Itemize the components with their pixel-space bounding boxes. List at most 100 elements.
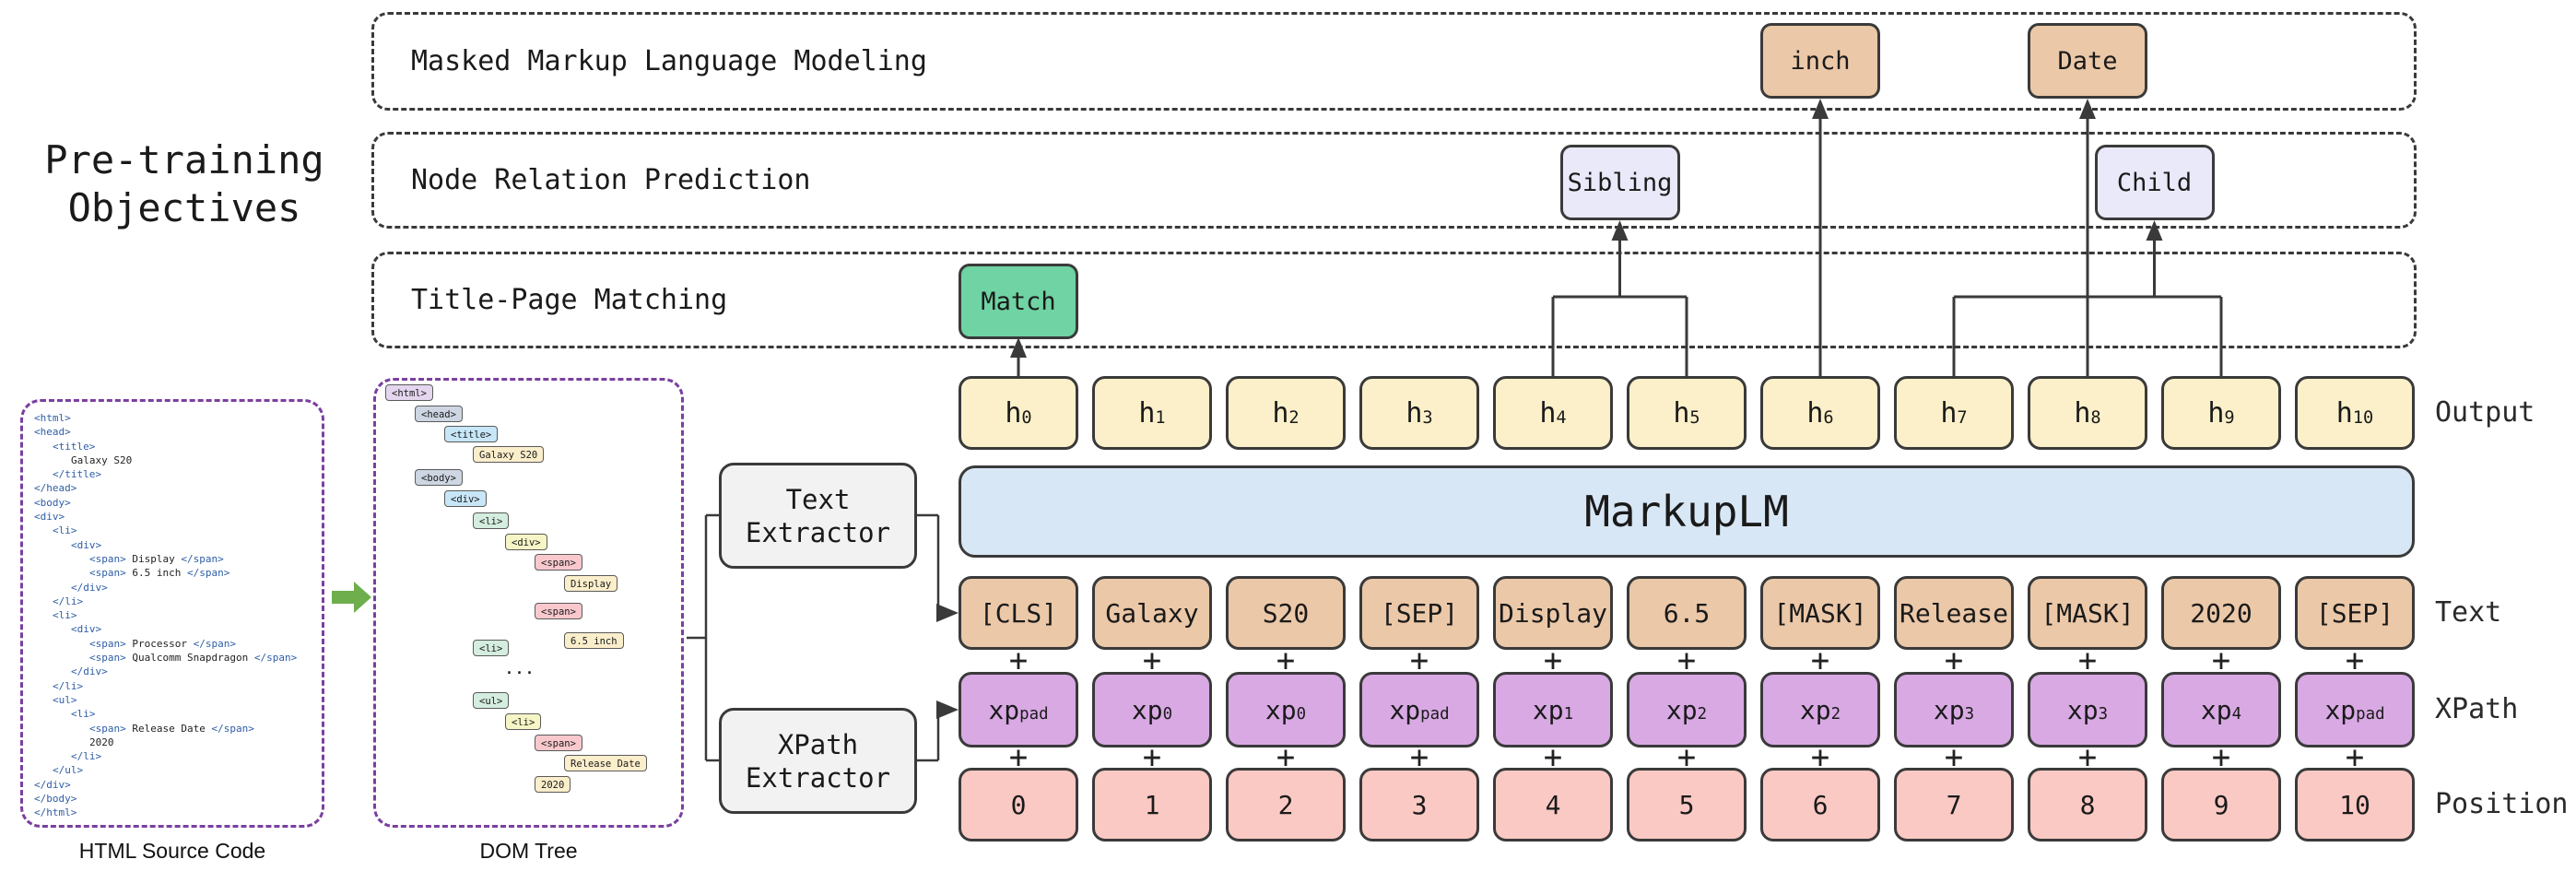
code-line: <div> [34, 538, 311, 552]
text-extractor-label-line1: Text [785, 483, 851, 515]
code-tag: </span> [211, 722, 254, 735]
objective-label: Node Relation Prediction [411, 164, 811, 196]
code-tag: </div> [71, 665, 108, 678]
objective-label: Title-Page Matching [411, 284, 728, 316]
position-box-10: 10 [2295, 768, 2415, 842]
plus-sign: + [1142, 739, 1162, 776]
markuplm-model-box: MarkupLM [959, 465, 2415, 558]
code-tag: </span> [181, 552, 224, 565]
objective-row-node-relation-prediction: Node Relation Prediction [371, 132, 2417, 229]
code-tag: </body> [34, 793, 77, 806]
code-tag: </li> [53, 594, 84, 607]
position-box-4: 4 [1493, 768, 1613, 842]
plus-sign: + [1409, 642, 1429, 679]
xpath-box-10: xp pad [2295, 672, 2415, 747]
code-text: Qualcomm Snapdragon [125, 652, 254, 665]
html-source-code-caption: HTML Source Code [78, 839, 266, 863]
code-line: </div> [34, 665, 311, 678]
position-box-8: 8 [2028, 768, 2147, 842]
code-tag: <ul> [53, 693, 77, 706]
code-line: </body> [34, 792, 311, 806]
plus-sign: + [2077, 739, 2098, 776]
text-box-10: [SEP] [2295, 576, 2415, 650]
text-box-8: [MASK] [2028, 576, 2147, 650]
tree-node-div2: <div> [505, 534, 547, 550]
code-line: <li> [34, 524, 311, 537]
code-line: <html> [34, 411, 311, 425]
text-box-5: 6.5 [1627, 576, 1747, 650]
dom-tree-caption: DOM Tree [479, 839, 578, 863]
position-box-2: 2 [1226, 768, 1346, 842]
code-tag: <li> [71, 708, 96, 721]
plus-sign: + [1276, 739, 1296, 776]
code-text: Processor [125, 637, 194, 650]
code-tag: <head> [34, 426, 71, 439]
code-tag: <div> [71, 623, 102, 636]
position-box-0: 0 [959, 768, 1078, 842]
code-line: <span> Release Date </span> [34, 722, 311, 736]
arrowhead-right [936, 700, 959, 719]
tree-node-body: <body> [415, 469, 463, 486]
code-tag: <span> [89, 552, 126, 565]
code-tag: </ul> [53, 764, 84, 777]
xpath-box-0: xp pad [959, 672, 1078, 747]
code-line: </title> [34, 467, 311, 481]
tree-node-span3: <span> [535, 735, 582, 751]
code-line: <span> Qualcomm Snapdragon </span> [34, 651, 311, 665]
prediction-box-child: Child [2094, 145, 2215, 220]
green-flow-arrow-icon [332, 582, 371, 613]
code-tag: </div> [71, 581, 108, 594]
code-tag: <span> [89, 652, 126, 665]
code-tag: <div> [34, 511, 65, 524]
plus-sign: + [1676, 642, 1697, 679]
code-tag: </li> [71, 750, 102, 763]
xpath-extractor-label-line2: Extractor [745, 761, 891, 794]
code-line: </div> [34, 778, 311, 792]
figure-title-line2: Objectives [67, 185, 301, 230]
code-tag: <li> [53, 609, 77, 622]
code-tag: <body> [34, 496, 71, 509]
position-box-1: 1 [1092, 768, 1212, 842]
code-line: <span> 6.5 inch </span> [34, 566, 311, 580]
tree-node-span1: <span> [535, 554, 582, 571]
plus-sign: + [1676, 739, 1697, 776]
position-box-6: 6 [1760, 768, 1880, 842]
output-box-10: h 10 [2295, 376, 2415, 450]
text-extractor-label-line2: Extractor [745, 516, 891, 548]
plus-sign: + [1008, 739, 1029, 776]
code-line: <span> Processor </span> [34, 637, 311, 651]
plus-sign: + [2211, 739, 2231, 776]
code-tag: </title> [53, 468, 101, 481]
arrowhead-right [936, 604, 959, 622]
text-box-7: Release [1894, 576, 2014, 650]
text-extractor-box: Text Extractor [719, 463, 917, 569]
code-tag: </div> [34, 778, 71, 791]
xpath-box-1: xp 0 [1092, 672, 1212, 747]
code-line: </head> [34, 481, 311, 495]
code-tag: <html> [34, 412, 71, 424]
code-text: 6.5 inch [125, 567, 187, 580]
xpath-box-4: xp 1 [1493, 672, 1613, 747]
row-label-position: Position [2435, 788, 2569, 820]
tree-node-li1: <li> [473, 512, 510, 529]
text-box-9: 2020 [2161, 576, 2281, 650]
plus-sign: + [1944, 739, 1964, 776]
text-box-4: Display [1493, 576, 1613, 650]
code-line: Galaxy S20 [34, 453, 311, 467]
dom-tree-ellipsis: ... [505, 661, 536, 677]
tree-node-head: <head> [415, 406, 463, 422]
plus-sign: + [2211, 642, 2231, 679]
plus-sign: + [2077, 642, 2098, 679]
text-box-6: [MASK] [1760, 576, 1880, 650]
text-box-2: S20 [1226, 576, 1346, 650]
tree-node-inch65: 6.5 inch [564, 632, 624, 649]
tree-node-reldate: Release Date [564, 755, 647, 771]
code-tag: </span> [186, 567, 230, 580]
tree-node-galaxy: Galaxy S20 [473, 446, 545, 463]
code-line: </li> [34, 679, 311, 693]
code-line: <body> [34, 496, 311, 510]
